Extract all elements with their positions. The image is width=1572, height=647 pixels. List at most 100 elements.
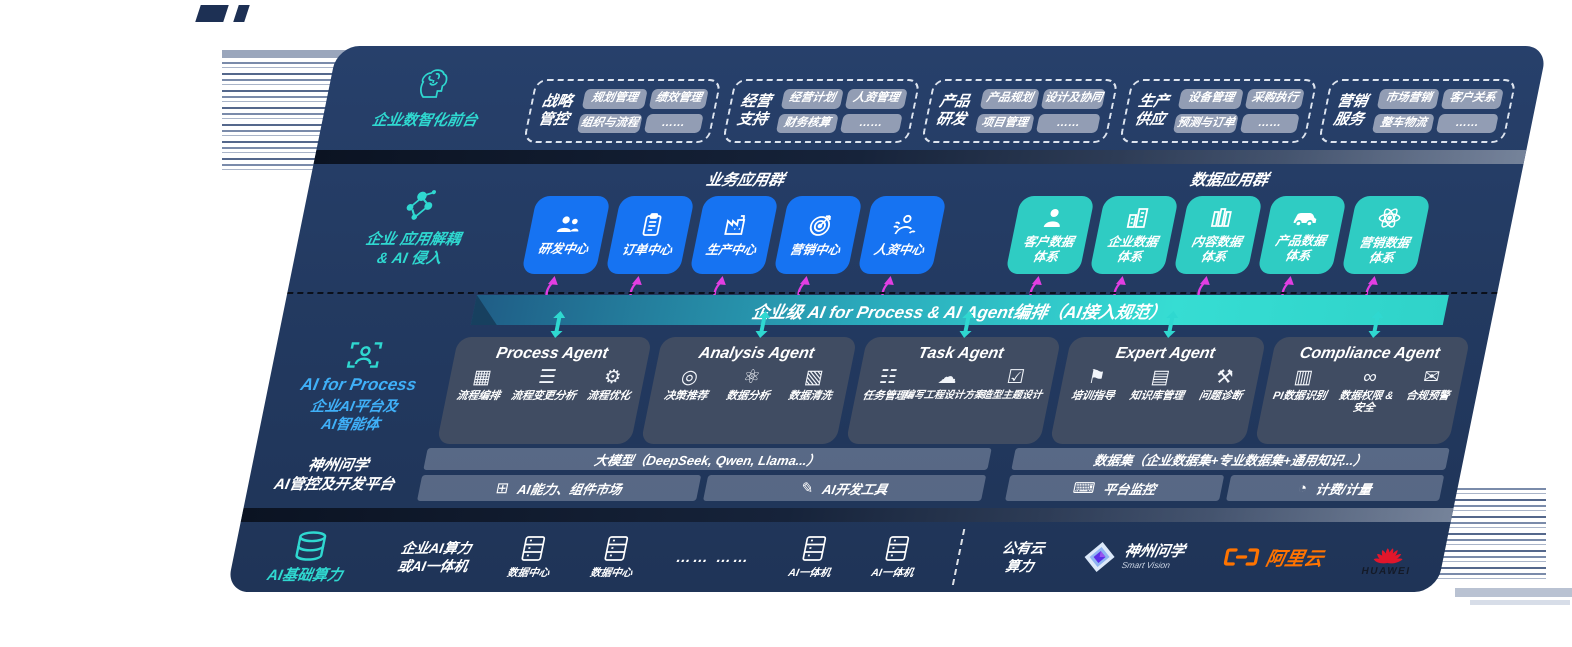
group-name: 经营支持 bbox=[735, 93, 773, 128]
clean-icon: ▧ bbox=[802, 367, 825, 388]
agent-feature: ☁ 编写工程设计方案 bbox=[902, 367, 986, 401]
front-group-operation: 经营支持 经营计划 人资管理 财务核算 …… bbox=[721, 79, 921, 143]
agent-card-process: Process Agent ▦ 流程编排 ☰ 流程变更分析 ⚙ 流程优化 bbox=[436, 311, 653, 444]
sliders-icon: ☰ bbox=[536, 367, 558, 388]
agent-card-analysis: Analysis Agent ◎ 决策推荐 ⚛ 数据分析 ▧ 数据清洗 bbox=[640, 311, 858, 444]
checklist-icon: ☑ bbox=[1005, 367, 1027, 388]
mail-icon: ✉ bbox=[1421, 367, 1442, 388]
agent-card-task: Task Agent ☷ 任务管理 ☁ 编写工程设计方案 ☑ 造型主题设计 bbox=[845, 311, 1062, 444]
platform-cell-dev-tools: ✎ AI开发工具 bbox=[702, 475, 987, 501]
agent-feature: ☑ 造型主题设计 bbox=[980, 367, 1044, 401]
platform-label: 神州问学 AI管控及开发平台 bbox=[272, 456, 397, 494]
smartvision-diamond-icon bbox=[1084, 542, 1115, 572]
monitor-icon: ⌨ bbox=[1071, 480, 1097, 497]
vertical-dashed-divider bbox=[951, 529, 966, 585]
architecture-diagram: 企业数智化前台 战略管控 规划管理 绩效管理 组织与流程 …… 经营支持 经营计… bbox=[226, 46, 1548, 592]
agent-card-compliance: Compliance Agent ▥ PI数据识别 ∞ 数据权限 & 安全 ✉ 合规预… bbox=[1254, 311, 1471, 444]
node-ai-appliance-2: AI一体机 bbox=[870, 535, 921, 580]
front-group-supply: 生产供应 设备管理 采购执行 预测与订单 …… bbox=[1119, 79, 1319, 143]
platform-cell-capability-market: ⊞ AI能力、组件市场 bbox=[416, 475, 701, 501]
atom-icon: ⚛ bbox=[741, 367, 763, 388]
database-icon bbox=[290, 530, 333, 562]
platform-cell-billing: ◔ 计费/计量 bbox=[1225, 475, 1445, 501]
business-group-title: 业务应用群 bbox=[704, 172, 786, 189]
chip: 整车物流 bbox=[1372, 113, 1435, 133]
chip: 人资管理 bbox=[844, 89, 908, 109]
chip: …… bbox=[1239, 113, 1300, 133]
ellipsis: …… …… bbox=[674, 548, 753, 566]
chip: 项目管理 bbox=[974, 113, 1035, 133]
group-name: 产品研发 bbox=[934, 93, 972, 128]
agent-title: Expert Agent bbox=[1114, 345, 1217, 362]
front-group-strategy: 战略管控 规划管理 绩效管理 组织与流程 …… bbox=[522, 79, 722, 143]
front-group-marketing: 营销服务 市场营销 客户关系 整车物流 …… bbox=[1317, 79, 1517, 143]
building-icon bbox=[1123, 206, 1152, 230]
node-ai-appliance-1: AI一体机 bbox=[787, 535, 838, 580]
agent-title: Process Agent bbox=[494, 345, 610, 362]
chip: …… bbox=[643, 113, 704, 133]
ai-for-process-label: AI for Process bbox=[299, 374, 419, 394]
atom-icon bbox=[1374, 205, 1405, 231]
data-card-marketing: 营销数据体系 bbox=[1341, 196, 1432, 313]
huawei-flower-icon bbox=[1374, 548, 1404, 564]
app-card-production-center: 生产中心 bbox=[689, 196, 780, 313]
app-card-rnd-center: 研发中心 bbox=[521, 196, 612, 313]
teal-double-arrow bbox=[755, 311, 770, 338]
banner-label: 企业级 AI for Process & AI Agent编排（AI接入规范） bbox=[750, 302, 1169, 322]
front-office-label: 企业数智化前台 bbox=[370, 111, 480, 129]
decor-bottom-bar-2 bbox=[1470, 600, 1570, 605]
teal-double-arrow bbox=[1368, 311, 1384, 338]
gear-icon: ⚙ bbox=[601, 367, 624, 388]
agent-feature: ☰ 流程变更分析 bbox=[509, 367, 578, 402]
data-group-title: 数据应用群 bbox=[1188, 172, 1270, 189]
chip: …… bbox=[839, 113, 903, 133]
person-icon bbox=[1039, 206, 1068, 230]
dashed-separator bbox=[287, 292, 1498, 294]
smartvision-logo: 神州问学 Smart Vision bbox=[1080, 541, 1187, 573]
server-icon bbox=[885, 535, 910, 561]
agent-feature: ⚑ 培训指导 bbox=[1070, 367, 1116, 402]
node-datacenter-1: 数据中心 bbox=[506, 535, 557, 580]
data-card-product: 产品数据体系 bbox=[1257, 196, 1348, 313]
data-card-customer: 客户数据体系 bbox=[1005, 196, 1096, 313]
front-office-layer: 企业数智化前台 战略管控 规划管理 绩效管理 组织与流程 …… 经营支持 经营计… bbox=[316, 46, 1547, 150]
agent-title: Task Agent bbox=[916, 345, 1006, 362]
chip: 财务核算 bbox=[775, 113, 839, 133]
model-bar: 大模型（DeepSeek, Qwen, Llama...） bbox=[423, 448, 992, 470]
chip: 规划管理 bbox=[581, 89, 648, 109]
agent-feature: ▥ PI数据识别 bbox=[1271, 367, 1328, 402]
id-card-icon: ▥ bbox=[1292, 367, 1315, 388]
huawei-logo: HUAWEI bbox=[1360, 537, 1417, 577]
group-name: 战略管控 bbox=[536, 93, 574, 128]
chip: 预测与订单 bbox=[1173, 113, 1239, 133]
ai-platform-label: 企业AI平台及 AI智能体 bbox=[308, 398, 400, 433]
chip: 市场营销 bbox=[1377, 89, 1440, 109]
agent-layer: AI for Process 企业AI平台及 AI智能体 Process Agen… bbox=[257, 311, 1491, 444]
chip: 经营计划 bbox=[780, 89, 844, 109]
app-card-marketing-center: 营销中心 bbox=[773, 196, 864, 313]
grid-icon: ▦ bbox=[470, 367, 494, 388]
server-icon bbox=[521, 535, 546, 561]
group-name: 生产供应 bbox=[1133, 93, 1171, 128]
tasks-icon: ☷ bbox=[877, 367, 899, 388]
insight-icon: ◎ bbox=[679, 367, 700, 388]
layer-step-divider bbox=[313, 150, 1527, 164]
node-datacenter-2: 数据中心 bbox=[589, 535, 640, 580]
data-app-group: 数据应用群 客户数据体系 bbox=[1001, 164, 1437, 313]
layer-step-divider bbox=[240, 508, 1454, 522]
chip: 设备管理 bbox=[1178, 89, 1244, 109]
agent-feature: ▦ 流程编排 bbox=[455, 367, 502, 402]
cloud-icon: ☁ bbox=[936, 367, 960, 388]
agent-feature: ∞ 数据权限 & 安全 bbox=[1338, 367, 1395, 415]
alibaba-bracket-icon bbox=[1223, 548, 1260, 566]
data-card-content: 内容数据体系 bbox=[1173, 196, 1264, 313]
agent-title: Analysis Agent bbox=[697, 345, 816, 362]
decor-corner-block bbox=[233, 5, 250, 22]
chip: 客户关系 bbox=[1440, 89, 1504, 109]
dataset-bar: 数据集（企业数据集+专业数据集+通用知识...） bbox=[1011, 448, 1450, 470]
person-focus-icon bbox=[343, 338, 386, 372]
app-layer: 企业 应用解耦 & AI 侵入 业务应用群 研发中心 bbox=[287, 164, 1523, 313]
chip: …… bbox=[1435, 113, 1499, 133]
infra-layer: AI基础算力 企业AI算力 或AI一体机 数据中心 数据中心 …… …… bbox=[226, 522, 1450, 592]
training-icon: ⚑ bbox=[1085, 367, 1108, 388]
